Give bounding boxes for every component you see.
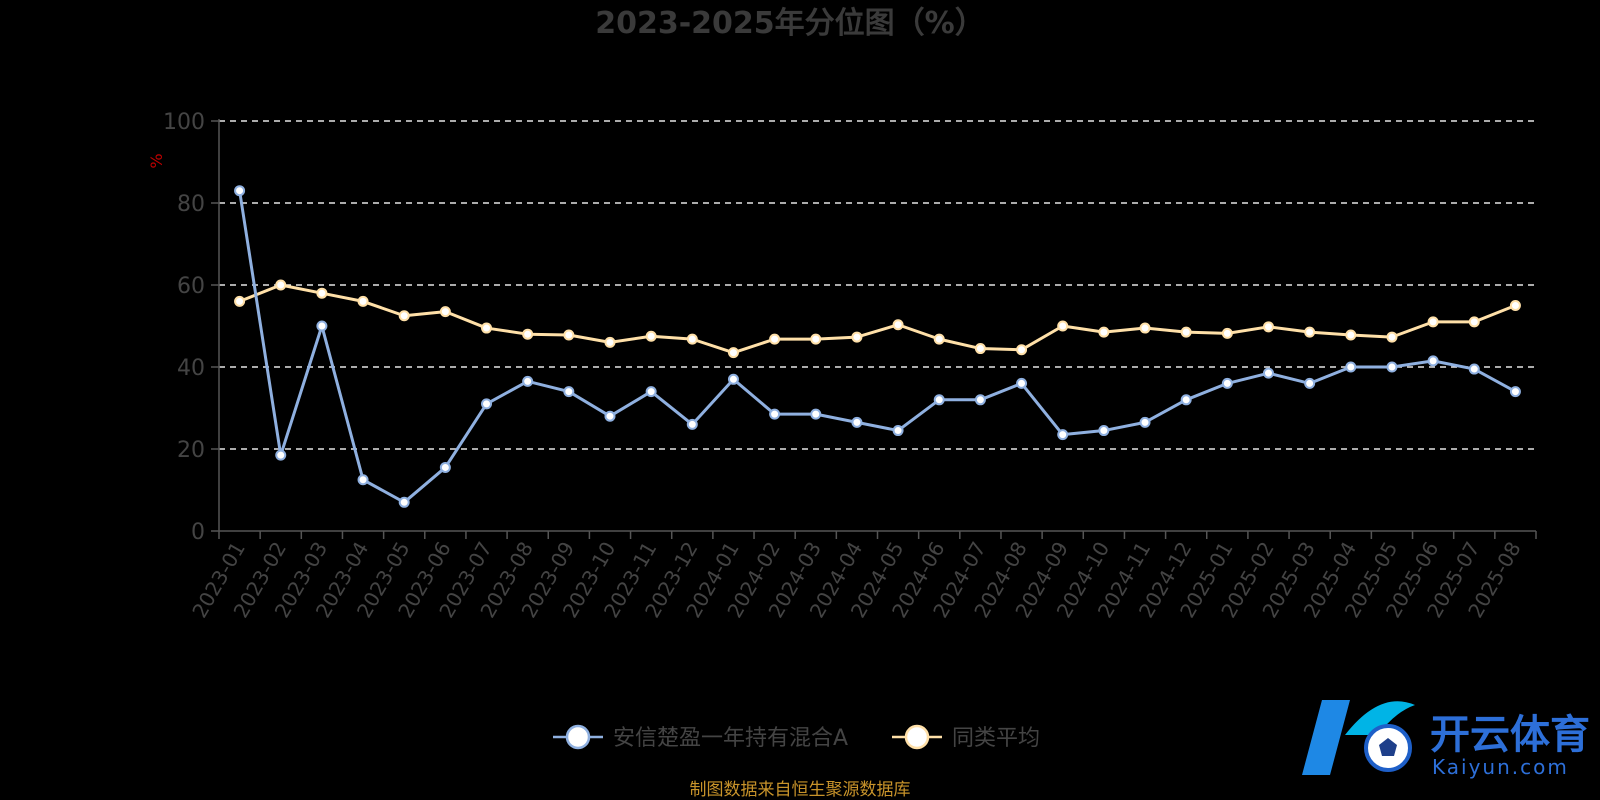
y-tick-label: 100 (163, 110, 205, 135)
data-point[interactable] (563, 329, 575, 341)
data-point[interactable] (1304, 377, 1316, 389)
data-point[interactable] (1221, 327, 1233, 339)
data-point[interactable] (439, 306, 451, 318)
series-fund (234, 185, 1521, 508)
data-point[interactable] (522, 328, 534, 340)
data-point[interactable] (1180, 394, 1192, 406)
data-point[interactable] (974, 394, 986, 406)
legend: 安信楚盈一年持有混合A 同类平均 (553, 724, 1040, 751)
data-point[interactable] (1016, 377, 1028, 389)
data-point[interactable] (1468, 316, 1480, 328)
data-point[interactable] (1427, 316, 1439, 328)
data-point[interactable] (604, 336, 616, 348)
data-point[interactable] (933, 394, 945, 406)
data-point[interactable] (563, 386, 575, 398)
data-point[interactable] (810, 333, 822, 345)
data-point[interactable] (1386, 331, 1398, 343)
legend-label-average: 同类平均 (952, 726, 1040, 751)
y-tick-label: 20 (177, 438, 205, 463)
data-point[interactable] (1139, 322, 1151, 334)
data-point[interactable] (481, 322, 493, 334)
data-point[interactable] (439, 461, 451, 473)
legend-label-fund: 安信楚盈一年持有混合A (613, 726, 848, 751)
data-point[interactable] (1345, 361, 1357, 373)
data-point[interactable] (686, 418, 698, 430)
data-point[interactable] (1262, 367, 1274, 379)
data-point[interactable] (1221, 377, 1233, 389)
data-point[interactable] (234, 185, 246, 197)
data-point[interactable] (769, 408, 781, 420)
data-point[interactable] (769, 333, 781, 345)
series-lines (234, 185, 1521, 508)
data-point[interactable] (727, 347, 739, 359)
data-point[interactable] (810, 408, 822, 420)
legend-marker-fund (565, 724, 591, 750)
data-point[interactable] (1016, 344, 1028, 356)
legend-item-average[interactable]: 同类平均 (892, 724, 1040, 751)
data-point[interactable] (1304, 326, 1316, 338)
data-point[interactable] (1509, 300, 1521, 311)
data-point[interactable] (316, 320, 328, 332)
data-point[interactable] (1468, 363, 1480, 375)
data-point[interactable] (974, 343, 986, 355)
data-point[interactable] (522, 375, 534, 387)
data-point[interactable] (1098, 425, 1110, 437)
kaiyun-logo-icon (1302, 700, 1415, 775)
data-point[interactable] (234, 295, 246, 307)
y-tick-label: 40 (177, 356, 205, 381)
axes: 0204060801002023-012023-022023-032023-04… (163, 110, 1537, 622)
data-point[interactable] (1057, 320, 1069, 332)
data-point[interactable] (1427, 355, 1439, 367)
data-point[interactable] (1262, 321, 1274, 333)
data-point[interactable] (398, 310, 410, 322)
data-point[interactable] (686, 333, 698, 345)
grid-lines (219, 120, 1536, 450)
data-point[interactable] (1139, 416, 1151, 428)
y-axis-unit: % (147, 153, 166, 168)
data-point[interactable] (1180, 326, 1192, 338)
y-tick-label: 60 (177, 274, 205, 299)
series-line (239, 283, 1516, 355)
legend-item-fund[interactable]: 安信楚盈一年持有混合A (553, 724, 848, 751)
data-point[interactable] (645, 386, 657, 398)
data-point[interactable] (1098, 326, 1110, 338)
data-point[interactable] (645, 330, 657, 342)
chart-title: 2023-2025年分位图（%） (595, 6, 985, 41)
data-point[interactable] (357, 474, 369, 486)
data-point[interactable] (398, 496, 410, 508)
data-point[interactable] (275, 449, 287, 461)
data-point[interactable] (851, 416, 863, 428)
watermark-cn: 开云体育 (1430, 712, 1590, 758)
data-point[interactable] (357, 295, 369, 307)
data-point[interactable] (1057, 429, 1069, 441)
data-point[interactable] (316, 287, 328, 299)
y-tick-label: 0 (191, 520, 205, 545)
data-point[interactable] (727, 373, 739, 385)
watermark-logo: 开云体育 Kaiyun.com (1302, 700, 1590, 779)
data-point[interactable] (1386, 361, 1398, 373)
data-point[interactable] (604, 410, 616, 422)
data-point[interactable] (892, 319, 904, 331)
series-line (238, 190, 1517, 504)
watermark-en: Kaiyun.com (1432, 755, 1569, 779)
data-point[interactable] (933, 333, 945, 345)
data-point[interactable] (275, 279, 287, 291)
data-point[interactable] (481, 398, 493, 410)
legend-marker-average (904, 724, 930, 750)
series-average (234, 279, 1521, 359)
data-point[interactable] (892, 425, 904, 437)
data-point[interactable] (1509, 386, 1521, 398)
data-point[interactable] (1345, 329, 1357, 341)
y-tick-label: 80 (177, 192, 205, 217)
data-point[interactable] (851, 331, 863, 343)
data-source-note: 制图数据来自恒生聚源数据库 (690, 780, 911, 800)
